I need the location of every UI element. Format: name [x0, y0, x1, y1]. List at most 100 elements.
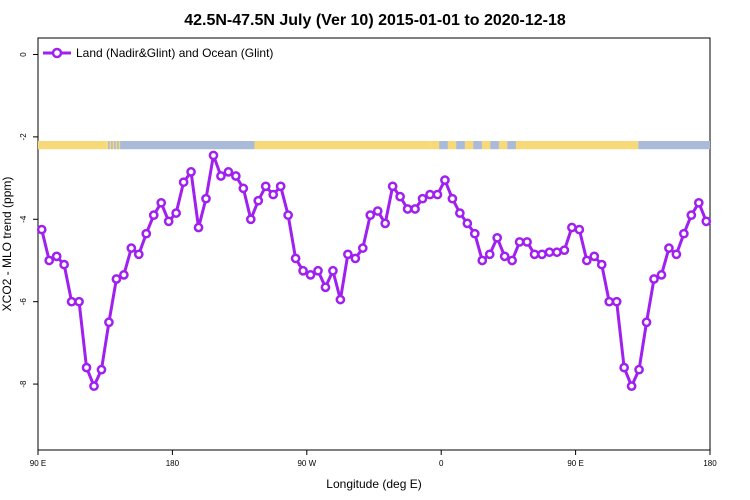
- series-layer: [36, 150, 712, 391]
- band-segment-mixed: [108, 141, 111, 150]
- band-segment-mixed: [111, 141, 114, 150]
- data-point: [634, 364, 644, 375]
- y-tick-label: 0: [19, 52, 28, 57]
- data-point: [238, 183, 249, 194]
- band-segment-mixed: [481, 141, 491, 150]
- legend-label: Land (Nadir&Glint) and Ocean (Glint): [76, 46, 273, 60]
- data-point: [350, 253, 361, 264]
- data-point: [216, 171, 226, 181]
- data-point: [537, 249, 547, 260]
- y-tick-label: -2: [19, 133, 28, 141]
- data-point: [141, 228, 152, 239]
- data-point: [425, 189, 435, 200]
- data-point: [432, 189, 443, 200]
- band-segment-mixed: [114, 141, 117, 150]
- data-point: [193, 222, 204, 233]
- data-point: [529, 249, 540, 260]
- data-point: [163, 216, 174, 227]
- data-point: [387, 181, 398, 192]
- data-point: [66, 296, 77, 307]
- data-point: [686, 210, 697, 221]
- data-point: [178, 177, 189, 188]
- data-point: [679, 228, 689, 239]
- data-point: [522, 237, 532, 247]
- data-point: [507, 255, 517, 266]
- band-segment-mixed: [498, 141, 508, 150]
- data-point: [260, 181, 271, 192]
- data-point: [671, 249, 682, 260]
- data-point: [275, 181, 286, 192]
- data-point: [656, 270, 667, 280]
- data-point: [119, 270, 129, 280]
- band-segment-land: [254, 141, 431, 150]
- band-segment-ocean: [121, 141, 255, 150]
- data-point: [402, 204, 413, 214]
- data-point: [343, 249, 353, 260]
- data-point: [552, 247, 562, 258]
- band-segment-mixed: [473, 141, 483, 150]
- data-point: [574, 224, 585, 235]
- x-tick-label: 90 E: [30, 459, 46, 468]
- data-point: [410, 204, 420, 214]
- data-point: [335, 294, 346, 305]
- data-point: [96, 364, 107, 375]
- y-tick-label: -8: [19, 380, 28, 388]
- data-point: [245, 214, 256, 225]
- band-segment-mixed: [430, 141, 440, 150]
- x-tick-label: 180: [166, 459, 180, 468]
- band-segment-land: [38, 141, 107, 150]
- x-tick-label: 90 W: [297, 459, 316, 468]
- band-segment-mixed: [120, 141, 123, 150]
- series-line: [40, 153, 708, 388]
- data-point: [499, 251, 510, 262]
- data-point: [365, 210, 376, 221]
- band-segment-mixed: [112, 141, 115, 150]
- band-segment-mixed: [447, 141, 457, 150]
- land-ocean-band: [38, 141, 710, 150]
- chart-title: 42.5N-47.5N July (Ver 10) 2015-01-01 to …: [184, 12, 566, 29]
- data-point: [589, 251, 600, 262]
- data-point: [290, 253, 301, 264]
- data-point: [51, 251, 62, 262]
- data-point: [380, 218, 391, 229]
- data-point: [440, 175, 450, 185]
- data-point: [462, 218, 473, 229]
- band-segment-mixed: [464, 141, 474, 150]
- data-point: [253, 195, 264, 206]
- data-point: [313, 265, 323, 276]
- data-point: [484, 249, 495, 260]
- data-point: [81, 362, 92, 373]
- band-segment-mixed: [109, 141, 112, 150]
- x-tick-label: 90 E: [567, 459, 583, 468]
- data-point: [305, 270, 316, 280]
- data-point: [148, 210, 159, 221]
- x-tick-label: 180: [703, 459, 717, 468]
- y-tick-label: -4: [19, 215, 28, 223]
- band-segment-mixed: [115, 141, 118, 150]
- data-point: [693, 197, 704, 208]
- x-axis-ticks: 90 E 180 90 W 0 90 E 180: [30, 450, 717, 468]
- data-point: [320, 282, 331, 293]
- data-point: [126, 243, 137, 253]
- data-point: [649, 274, 659, 284]
- data-point: [133, 249, 144, 260]
- data-point: [596, 259, 607, 270]
- data-point: [357, 243, 368, 253]
- data-point: [328, 265, 338, 276]
- data-point: [156, 197, 167, 208]
- data-point: [611, 296, 622, 307]
- data-point: [455, 208, 465, 218]
- data-point: [447, 193, 458, 204]
- data-point: [89, 381, 99, 391]
- band-segment-mixed: [118, 141, 121, 150]
- data-point: [283, 210, 293, 221]
- data-point: [581, 255, 592, 266]
- data-point: [36, 224, 47, 235]
- data-point: [514, 237, 525, 247]
- legend-marker-swatch: [51, 47, 63, 59]
- band-segment-mixed: [117, 141, 120, 150]
- data-point: [544, 247, 555, 258]
- band-segment-mixed: [439, 141, 449, 150]
- band-segment-mixed: [490, 141, 500, 150]
- data-point: [231, 171, 241, 181]
